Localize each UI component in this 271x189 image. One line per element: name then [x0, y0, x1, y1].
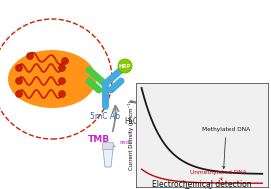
- Text: ox: ox: [179, 136, 186, 140]
- Polygon shape: [197, 134, 267, 154]
- Circle shape: [27, 53, 34, 60]
- Text: red: red: [119, 139, 129, 145]
- Text: TMB: TMB: [148, 130, 170, 139]
- Circle shape: [226, 156, 238, 168]
- Circle shape: [233, 163, 235, 165]
- FancyBboxPatch shape: [102, 143, 114, 149]
- Circle shape: [228, 158, 236, 166]
- Circle shape: [15, 77, 22, 84]
- Text: Unmethylated DNA: Unmethylated DNA: [190, 170, 246, 180]
- Polygon shape: [103, 149, 113, 167]
- Text: Colorimetric
detection: Colorimetric detection: [208, 131, 256, 152]
- Text: H₂O₂: H₂O₂: [124, 116, 142, 125]
- FancyBboxPatch shape: [197, 134, 267, 184]
- Text: 5mC Ab: 5mC Ab: [90, 112, 120, 121]
- Text: TMB: TMB: [88, 135, 110, 143]
- Text: HRP: HRP: [119, 64, 131, 68]
- Text: Electrochemical detection: Electrochemical detection: [152, 180, 252, 189]
- Circle shape: [224, 153, 240, 170]
- FancyBboxPatch shape: [163, 139, 173, 146]
- Polygon shape: [163, 145, 173, 163]
- Circle shape: [15, 91, 22, 98]
- X-axis label: Time / Sec: Time / Sec: [184, 188, 220, 189]
- Y-axis label: Current Density (μAcm⁻¹): Current Density (μAcm⁻¹): [128, 100, 134, 170]
- Circle shape: [59, 91, 66, 98]
- Circle shape: [62, 57, 69, 64]
- Circle shape: [118, 59, 132, 73]
- Text: Methylated DNA: Methylated DNA: [202, 127, 250, 169]
- Circle shape: [15, 64, 22, 71]
- Circle shape: [59, 77, 66, 84]
- Ellipse shape: [8, 50, 96, 108]
- Ellipse shape: [206, 152, 258, 172]
- Circle shape: [59, 64, 66, 71]
